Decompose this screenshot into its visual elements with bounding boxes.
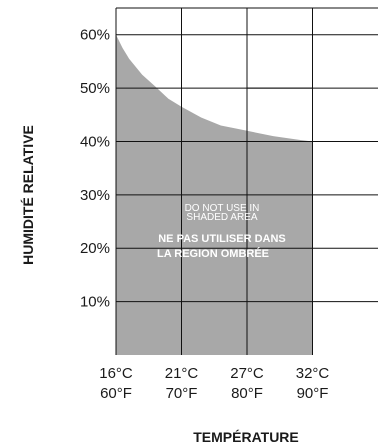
x-tick-label-fahrenheit: 80°F [231,385,263,402]
annotation-fr-line1: NE PAS UTILISER DANS [158,233,286,245]
y-tick-label: 10% [80,294,110,311]
annotation-fr-line2: LA REGION OMBRÉE [157,247,269,260]
y-axis-title: HUMIDITÉ RELATIVE [20,125,36,265]
x-tick-label-celsius: 32°C [296,365,330,382]
y-tick-label: 40% [80,133,110,150]
y-tick-labels: 10% 20% 30% 40% 50% 60% [80,27,110,311]
x-tick-label-celsius: 27°C [230,365,264,382]
y-tick-label: 60% [80,27,110,44]
y-tick-label: 20% [80,240,110,257]
x-tick-label-fahrenheit: 90°F [297,385,329,402]
x-axis-title: TEMPÉRATURE [193,429,299,444]
annotation-en-line2: SHADED AREA [186,212,257,223]
x-tick-label-fahrenheit: 70°F [166,385,198,402]
x-tick-labels: 16°C 21°C 27°C 32°C 60°F 70°F 80°F 90°F [99,365,329,402]
y-tick-label: 50% [80,80,110,97]
annotation-en-line1: DO NOT USE IN [185,203,260,214]
x-tick-label-celsius: 16°C [99,365,133,382]
x-tick-label-celsius: 21°C [165,365,199,382]
y-tick-label: 30% [80,187,110,204]
grid-layer [115,7,378,355]
x-tick-label-fahrenheit: 60°F [100,385,132,402]
